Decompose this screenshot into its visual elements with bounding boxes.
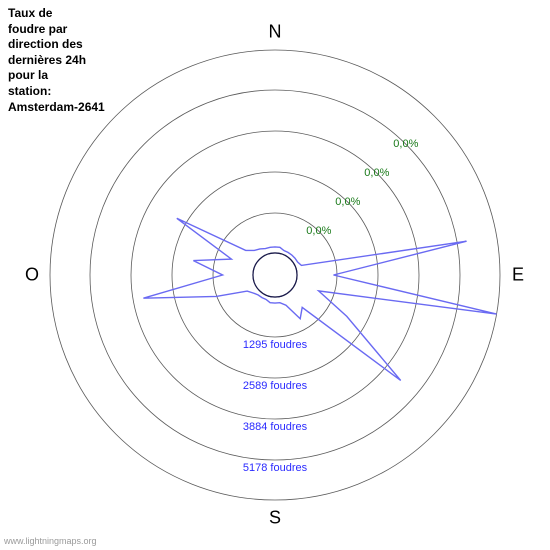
- chart-title: Taux de foudre par direction des dernièr…: [8, 6, 105, 115]
- source-footer: www.lightningmaps.org: [4, 536, 97, 546]
- polar-rose-chart: Taux de foudre par direction des dernièr…: [0, 0, 550, 550]
